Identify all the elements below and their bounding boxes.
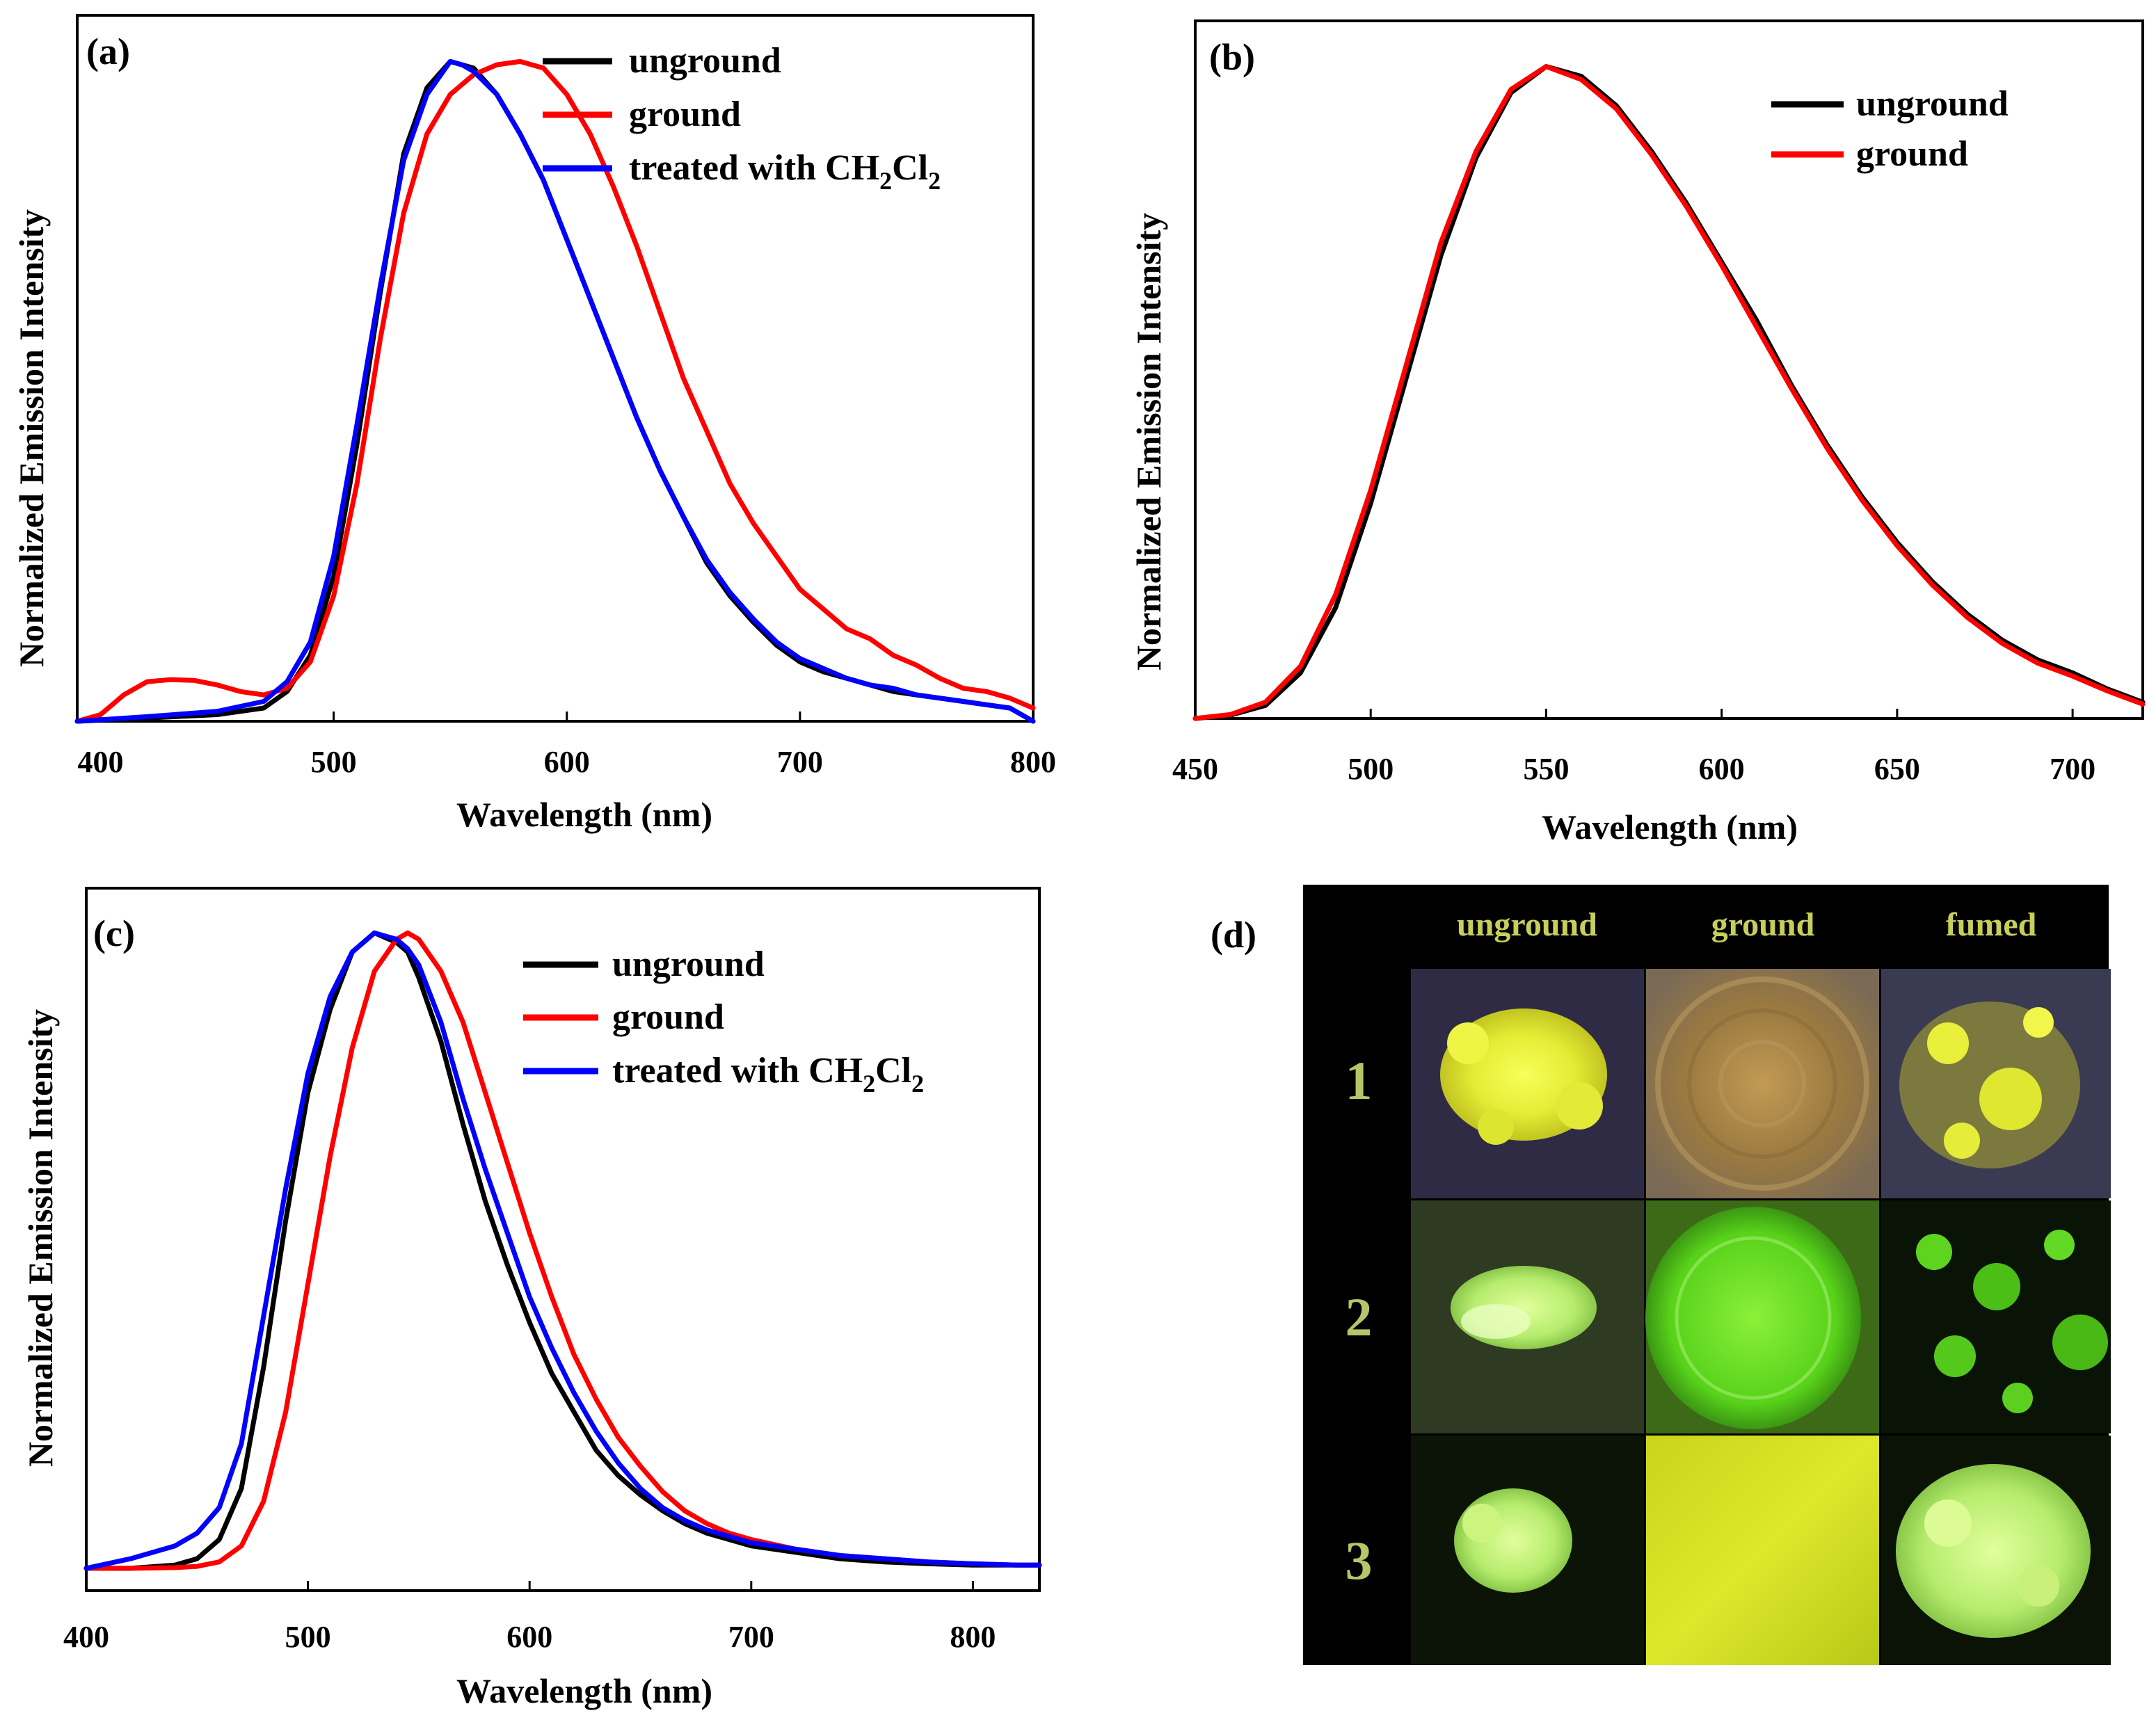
x-tick-label: 700 [777,745,823,779]
plot-frame [1194,19,2144,720]
photo-3-fumed [1881,1436,2111,1665]
x-tick-label: 500 [285,1620,331,1654]
x-tick-label: 600 [506,1620,552,1654]
legend: unground ground [1771,84,2009,174]
panel-a: (a) 400 500 600 700 800 Wavelength (nm) Norm… [12,14,1056,834]
legend: unground ground treated with CH2Cl2 [523,945,924,1098]
photo-1-unground [1411,969,1644,1198]
photo-2-ground [1645,1200,1879,1433]
x-tick-label: 800 [1010,745,1056,779]
x-tick-label: 700 [2050,752,2095,786]
x-tick-label: 450 [1172,752,1218,786]
series-group [83,930,1042,1571]
series-line-treated [83,930,1042,1571]
series-line-ground [1192,64,2146,721]
photo-2-unground [1411,1200,1644,1433]
photo-2-fumed [1881,1200,2111,1433]
column-label-ground: ground [1711,906,1815,943]
x-axis-label: Wavelength (nm) [1542,807,1798,846]
y-axis-label: Normalized Emission Intensity [1129,213,1168,670]
panel-label: (c) [93,913,135,954]
legend: unground ground treated with CH2Cl2 [543,41,941,195]
series-line-treated [74,58,1036,724]
plot-frame [76,14,1035,723]
x-tick-label: 800 [950,1620,996,1654]
x-tick-label: 700 [728,1620,774,1654]
x-tick-label: 400 [78,745,124,779]
row-label-2: 2 [1345,1287,1373,1347]
x-tick-label: 500 [1348,752,1394,786]
legend-label-unground: unground [612,945,765,984]
series-group [74,58,1036,724]
photo-3-ground [1646,1436,1879,1665]
x-axis-label: Wavelength (nm) [456,1671,712,1710]
series-line-ground [74,58,1036,724]
panel-label: (b) [1209,36,1255,78]
column-label-fumed: fumed [1946,906,2037,943]
y-axis-label: Normalized Emission Intensity [21,1009,60,1467]
column-label-unground: unground [1457,906,1597,943]
legend-label-ground: ground [629,95,741,134]
legend-label-ground: ground [1856,134,1968,174]
photo-1-fumed [1881,969,2111,1198]
legend-label-treated: treated with CH2Cl2 [612,1051,924,1098]
x-tick-label: 600 [1699,752,1745,786]
panel-label: (d) [1211,914,1256,956]
legend-label-treated: treated with CH2Cl2 [629,148,941,195]
x-ticks: 400 500 600 700 800 [63,1581,996,1654]
panel-c: (c) 400 500 600 700 800 Wavelength (nm) Norm… [21,887,1042,1710]
series-line-unground [1192,64,2146,721]
x-ticks: 450 500 550 600 650 700 [1172,709,2095,786]
panel-b: (b) 450 500 550 600 650 700 Wavelength (nm) N… [1129,19,2146,846]
x-tick-label: 400 [63,1620,109,1654]
photo-3-unground [1411,1436,1644,1665]
series-line-unground [83,930,1042,1571]
panel-label: (a) [86,31,130,72]
series-group [1192,64,2146,721]
row-label-3: 3 [1345,1530,1373,1591]
x-ticks: 400 500 600 700 800 [78,712,1056,779]
x-axis-label: Wavelength (nm) [456,795,712,834]
row-label-1: 1 [1345,1050,1373,1111]
legend-label-unground: unground [629,41,781,81]
legend-label-ground: ground [612,997,724,1037]
series-line-unground [74,58,1036,724]
x-tick-label: 600 [544,745,590,779]
x-tick-label: 650 [1874,752,1920,786]
y-axis-label: Normalized Emission Intensity [12,209,51,667]
photo-1-ground [1646,969,1879,1198]
legend-label-unground: unground [1856,84,2009,124]
x-tick-label: 550 [1523,752,1569,786]
plot-frame [85,887,1041,1592]
x-tick-label: 500 [311,745,357,779]
panel-d: (d) unground ground fumed 1 2 3 [1211,885,2111,1665]
